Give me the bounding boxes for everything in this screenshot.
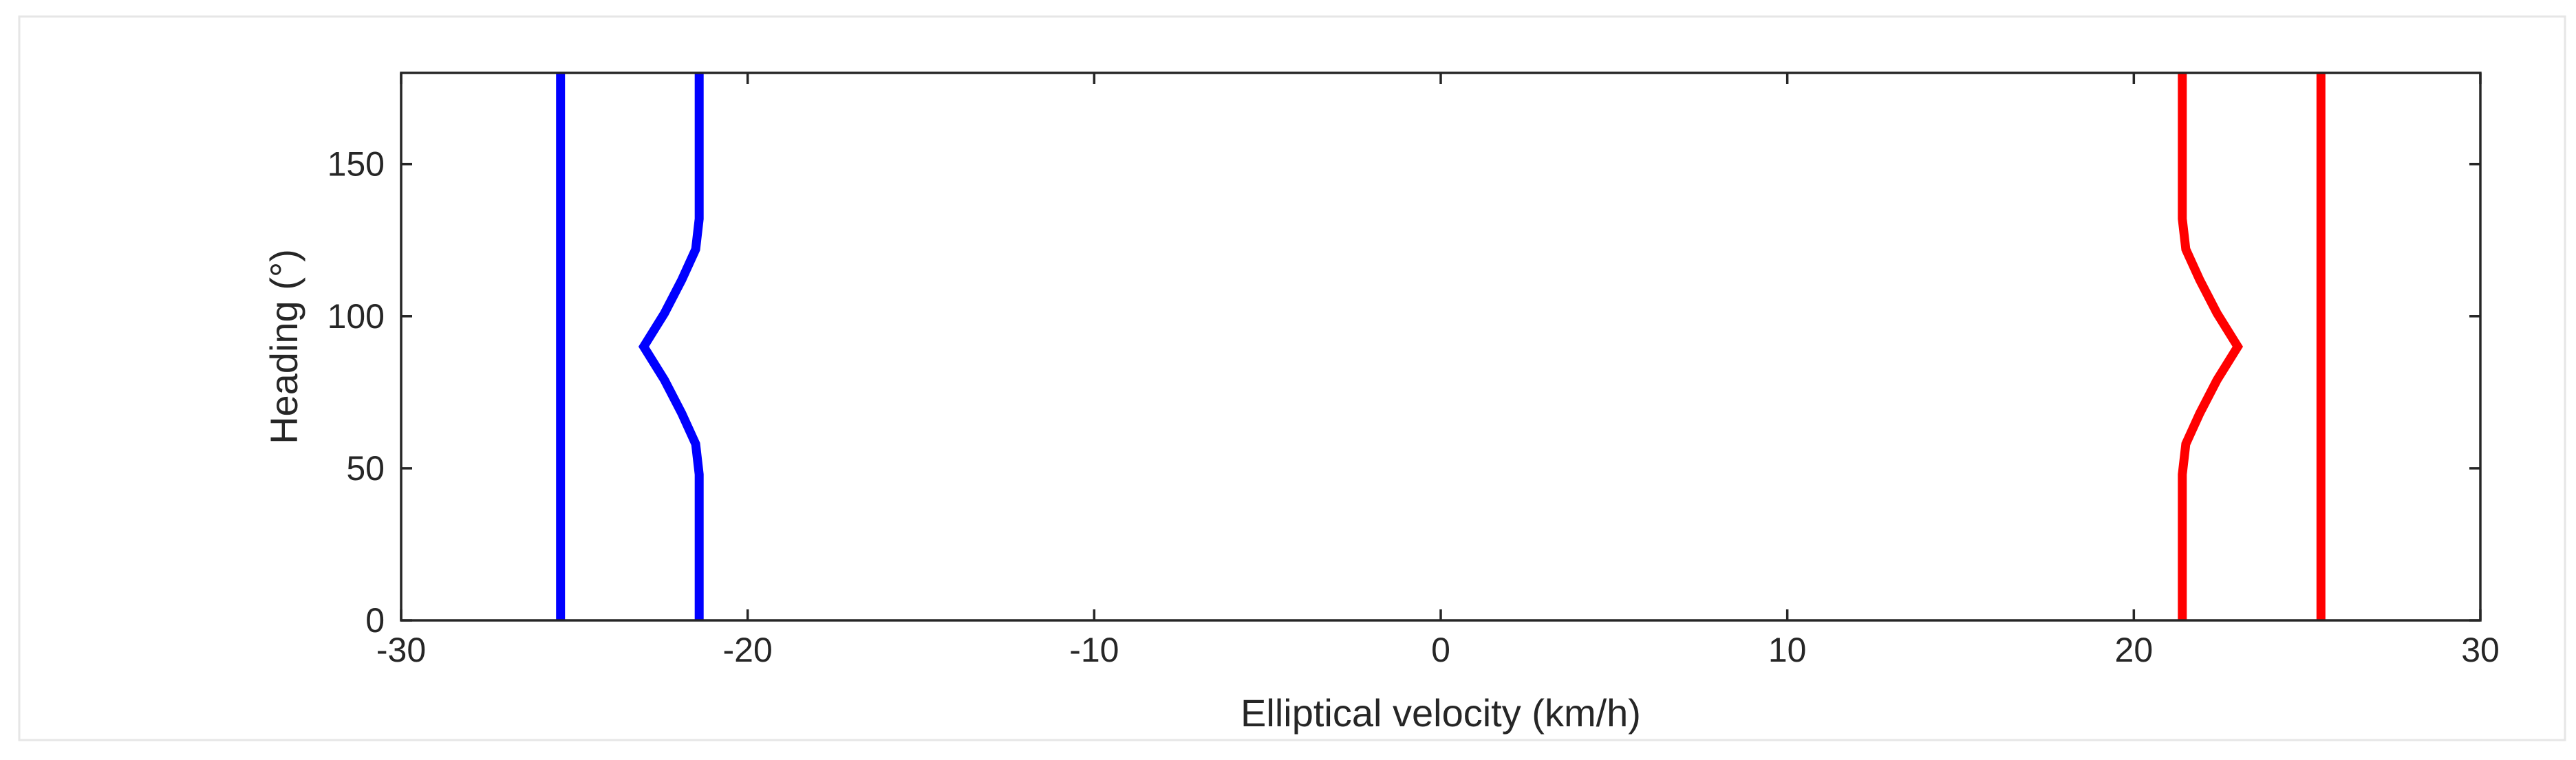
x-tick-label: -10 [1069, 631, 1119, 669]
x-tick-label: 10 [1768, 631, 1807, 669]
x-tick-label: 20 [2115, 631, 2154, 669]
plot-area [401, 73, 2480, 620]
y-tick-label: 50 [346, 449, 385, 488]
series-line-3 [2178, 73, 2244, 620]
tick-layer: -30 -20 -10 0 10 20 30 0 50 100 150 [328, 73, 2500, 669]
x-axis-title: Elliptical velocity (km/h) [1241, 691, 1641, 735]
x-tick-label: -20 [723, 631, 773, 669]
x-tick-label: -30 [376, 631, 426, 669]
y-tick-label: 100 [328, 297, 385, 336]
y-tick-label: 150 [328, 145, 385, 184]
x-tick-label: 0 [1431, 631, 1450, 669]
series-layer [556, 73, 2326, 620]
x-tick-label: 30 [2461, 631, 2500, 669]
y-axis-title: Heading (°) [262, 249, 305, 444]
series-line-2 [638, 73, 704, 620]
y-tick-label: 0 [365, 601, 385, 640]
